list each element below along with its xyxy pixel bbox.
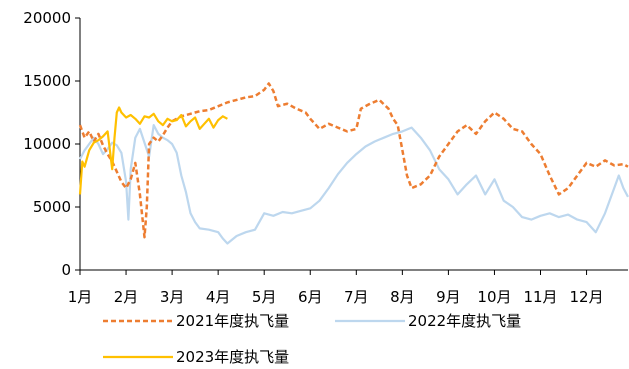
y-tick-label: 5000 — [33, 198, 71, 216]
legend-label: 2021年度执飞量 — [176, 312, 289, 330]
x-tick-label: 5月 — [252, 288, 277, 306]
legend-label: 2023年度执飞量 — [176, 348, 289, 366]
y-tick-label: 20000 — [23, 9, 71, 27]
x-tick-label: 2月 — [114, 288, 139, 306]
legend-item-1: 2021年度执飞量 — [103, 312, 289, 330]
x-tick-label: 9月 — [436, 288, 461, 306]
series-line-1 — [78, 82, 629, 239]
x-tick-label: 4月 — [206, 288, 231, 306]
x-tick-label: 3月 — [160, 288, 185, 306]
y-axis: 0 5000 10000 15000 20000 — [23, 9, 81, 279]
y-tick-label: 10000 — [23, 135, 71, 153]
x-tick-label: 8月 — [390, 288, 415, 306]
series-line-2 — [79, 124, 629, 245]
x-tick-label: 7月 — [344, 288, 369, 306]
x-tick-label: 11月 — [523, 288, 557, 306]
x-tick-label: 12月 — [570, 288, 604, 306]
legend: 2021年度执飞量 2022年度执飞量 2023年度执飞量 — [103, 312, 521, 366]
legend-item-2: 2022年度执飞量 — [335, 312, 521, 330]
legend-label: 2022年度执飞量 — [408, 312, 521, 330]
y-tick-layer: 0 5000 10000 15000 20000 — [23, 9, 80, 279]
y-tick-label: 0 — [61, 261, 71, 279]
series-line-3 — [78, 106, 228, 195]
series-layer — [78, 82, 629, 245]
legend-item-3: 2023年度执飞量 — [103, 348, 289, 366]
x-tick-label: 1月 — [68, 288, 93, 306]
x-tick-label: 6月 — [298, 288, 323, 306]
x-tick-layer: 1月 2月 3月 4月 5月 6月 7月 8月 9月 10月 11月 12月 — [68, 270, 604, 306]
y-tick-label: 15000 — [23, 72, 71, 90]
x-axis: 1月 2月 3月 4月 5月 6月 7月 8月 9月 10月 11月 12月 — [68, 269, 628, 306]
x-tick-label: 10月 — [477, 288, 511, 306]
